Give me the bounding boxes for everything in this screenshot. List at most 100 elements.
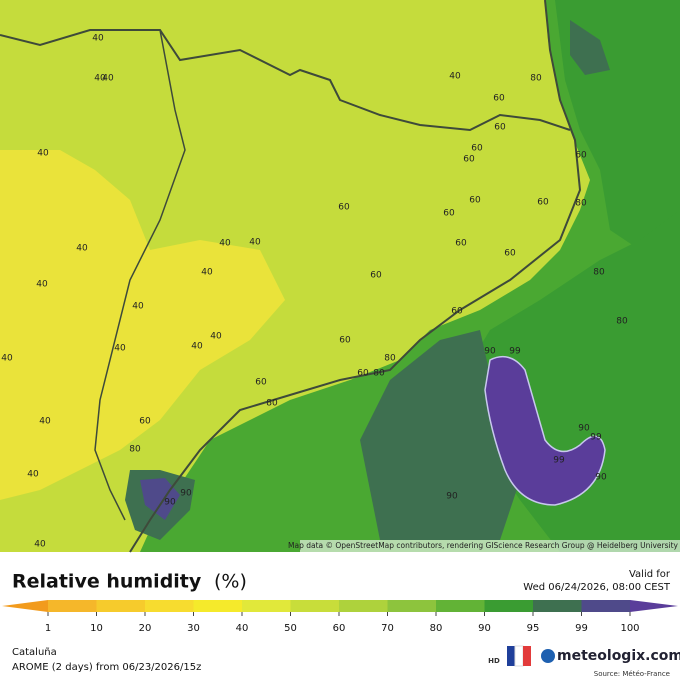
valid-time: Wed 06/24/2026, 08:00 CEST: [523, 582, 671, 593]
contour-label: 60: [537, 198, 549, 208]
contour-label: 60: [357, 369, 369, 379]
colorbar: 1 10 20 30 40 50 60 70 80 90 95 99 100: [2, 600, 678, 634]
colorbar-tick-label: 10: [90, 623, 103, 634]
sea-saturated: [484, 355, 606, 506]
flag: [507, 646, 515, 666]
contour-label: 60: [451, 307, 463, 317]
contour-label: 40: [36, 280, 48, 290]
contour-label: 80: [266, 399, 278, 409]
contour-label: 40: [132, 302, 144, 312]
contour-label: 40: [39, 417, 51, 427]
source: Source: Météo-France: [594, 670, 670, 678]
valid-label: Valid for: [629, 569, 671, 580]
border: [0, 29, 571, 132]
contour-label: 60: [339, 336, 351, 346]
colorbar-tick-label: 90: [478, 623, 491, 634]
colorbar-arrow: [630, 600, 678, 612]
contour-label: 40: [249, 238, 261, 248]
contour-label: 80: [530, 74, 542, 84]
flag: [514, 645, 524, 667]
attribution: Map data © OpenStreetMap contributors, r…: [288, 541, 679, 550]
contour-label: 90: [446, 492, 458, 502]
contour-label: 60: [463, 155, 475, 165]
hd-badge[interactable]: HD: [488, 657, 500, 665]
colorbar-tick-label: 100: [620, 623, 639, 634]
contour-label: 40: [449, 72, 461, 82]
contour-label: 80: [384, 354, 396, 364]
colorbar-segment: [533, 600, 582, 612]
colorbar-segment: [581, 600, 631, 612]
contour-label: 40: [210, 332, 222, 342]
coastline: [129, 0, 582, 553]
contour-label: 40: [1, 354, 13, 364]
brand-logo: [541, 649, 555, 663]
contour-label: 80: [616, 317, 628, 327]
border: [94, 29, 186, 521]
contour-label: 99: [509, 347, 521, 357]
dry-area: [0, 150, 285, 500]
contour-label: 80: [373, 369, 385, 379]
contour-label: 60: [493, 94, 505, 104]
contour-label: 40: [34, 540, 46, 550]
map: Map data © OpenStreetMap contributors, r…: [0, 0, 680, 553]
contour-label: 90: [484, 347, 496, 357]
colorbar-segment: [145, 600, 194, 612]
contour-label: 60: [469, 196, 481, 206]
model-run: AROME (2 days) from 06/23/2026/15z: [12, 662, 201, 673]
flag: [523, 646, 531, 666]
contour-label: 90: [164, 498, 176, 508]
contour-label: 80: [575, 199, 587, 209]
contour-label: 40: [201, 268, 213, 278]
colorbar-tick-label: 80: [430, 623, 443, 634]
colorbar-tick-label: 1: [45, 623, 51, 634]
colorbar-segment: [290, 600, 340, 612]
sea-very-humid: [570, 20, 610, 75]
contour-label: 40: [219, 239, 231, 249]
colorbar-tick-label: 50: [284, 623, 297, 634]
contour-label: 60: [471, 144, 483, 154]
colorbar-segment: [96, 600, 146, 612]
contour-label: 40: [102, 74, 114, 84]
brand[interactable]: meteologix.com: [557, 648, 680, 664]
colorbar-tick-label: 30: [187, 623, 200, 634]
contour-label: 60: [443, 209, 455, 219]
sea-very-humid: [360, 330, 520, 540]
contour-label: 60: [255, 378, 267, 388]
contour-label: 60: [575, 151, 587, 161]
colorbar-tick-label: 95: [527, 623, 540, 634]
contour-label: 90: [595, 473, 607, 483]
colorbar-segment: [436, 600, 485, 612]
region: Cataluña: [12, 647, 57, 658]
contour-label: 60: [494, 123, 506, 133]
contour-label: 60: [455, 239, 467, 249]
colorbar-tick-label: 70: [381, 623, 394, 634]
colorbar-segment: [242, 600, 291, 612]
contour-label: 40: [27, 470, 39, 480]
contour-label: 40: [37, 149, 49, 159]
colorbar-tick-label: 20: [139, 623, 152, 634]
contour-label: 40: [94, 74, 106, 84]
contour-label: 40: [92, 34, 104, 44]
legend-unit: (%): [214, 571, 247, 593]
colorbar-arrow: [2, 600, 48, 612]
colorbar-tick-label: 99: [575, 623, 588, 634]
contour-label: 60: [139, 417, 151, 427]
colorbar-tick-label: 40: [236, 623, 249, 634]
contour-label: 80: [129, 445, 141, 455]
contour-label: 60: [504, 249, 516, 259]
contour-label: 40: [76, 244, 88, 254]
contour-label: 40: [114, 344, 126, 354]
contour-label: 60: [370, 271, 382, 281]
contour-label: 99: [590, 433, 602, 443]
colorbar-segment: [339, 600, 388, 612]
colorbar-segment: [48, 600, 97, 612]
colorbar-segment: [387, 600, 437, 612]
contour-label: 60: [338, 203, 350, 213]
attribution-bg: [300, 540, 680, 552]
contour-label: 90: [578, 424, 590, 434]
legend-title: Relative humidity: [12, 571, 202, 593]
colorbar-tick-label: 60: [333, 623, 346, 634]
colorbar-segment: [484, 600, 534, 612]
